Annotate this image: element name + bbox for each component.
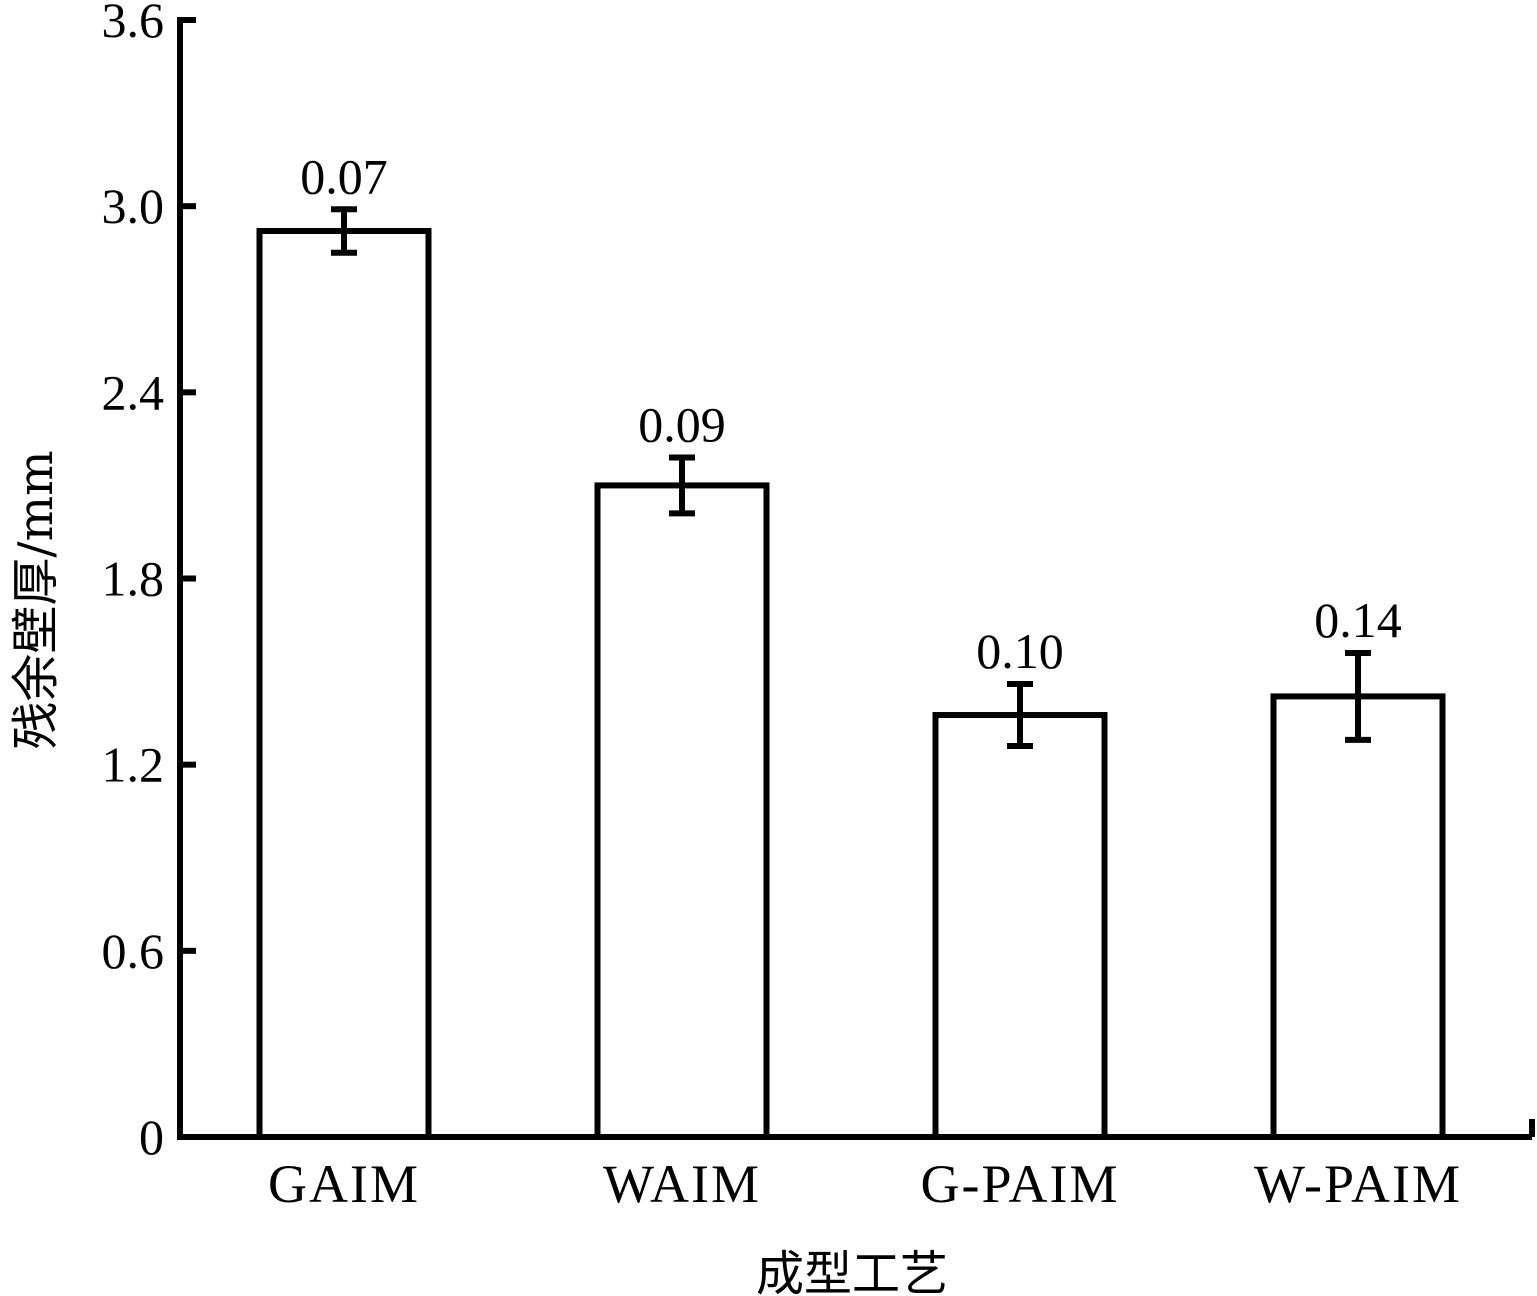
- bar-gaim: [256, 227, 432, 1140]
- error-bar-waim: [669, 454, 695, 517]
- y-tick-label: 1.2: [102, 737, 165, 793]
- data-label-g-paim: 0.10: [976, 623, 1064, 679]
- x-tick-label-w-paim: W-PAIM: [1254, 1154, 1462, 1214]
- error-bar-gaim: [331, 206, 357, 256]
- y-axis-title: 残余壁厚/mm: [8, 450, 64, 749]
- x-tick-label-waim: WAIM: [603, 1154, 761, 1214]
- x-tick-label-g-paim: G-PAIM: [920, 1154, 1119, 1214]
- y-tick-label: 1.8: [102, 551, 165, 607]
- x-tick-label-gaim: GAIM: [268, 1154, 420, 1214]
- bar-g-paim: [932, 712, 1108, 1140]
- bars-layer: [256, 227, 1446, 1141]
- error-bar-w-paim: [1345, 649, 1371, 743]
- data-label-gaim: 0.07: [300, 148, 388, 204]
- y-ticks-layer: 0 0.6 1.2 1.8 2.4 3.0 3.6: [102, 0, 196, 1165]
- y-tick-label: 2.4: [102, 364, 165, 420]
- x-categories-layer: GAIM WAIM G-PAIM W-PAIM: [268, 1154, 1462, 1214]
- y-tick-label: 0: [139, 1109, 164, 1165]
- data-label-waim: 0.09: [638, 396, 726, 452]
- x-axis-title: 成型工艺: [756, 1246, 948, 1296]
- y-tick-label: 3.6: [102, 0, 165, 48]
- y-tick-label: 3.0: [102, 178, 165, 234]
- data-labels-layer: 0.07 0.09 0.10 0.14: [300, 148, 1402, 679]
- bar-waim: [594, 482, 770, 1140]
- error-bars-layer: [331, 206, 1371, 750]
- bar-w-paim: [1270, 693, 1446, 1141]
- data-label-w-paim: 0.14: [1314, 592, 1402, 648]
- y-tick-label: 0.6: [102, 923, 165, 979]
- error-bar-g-paim: [1007, 680, 1033, 750]
